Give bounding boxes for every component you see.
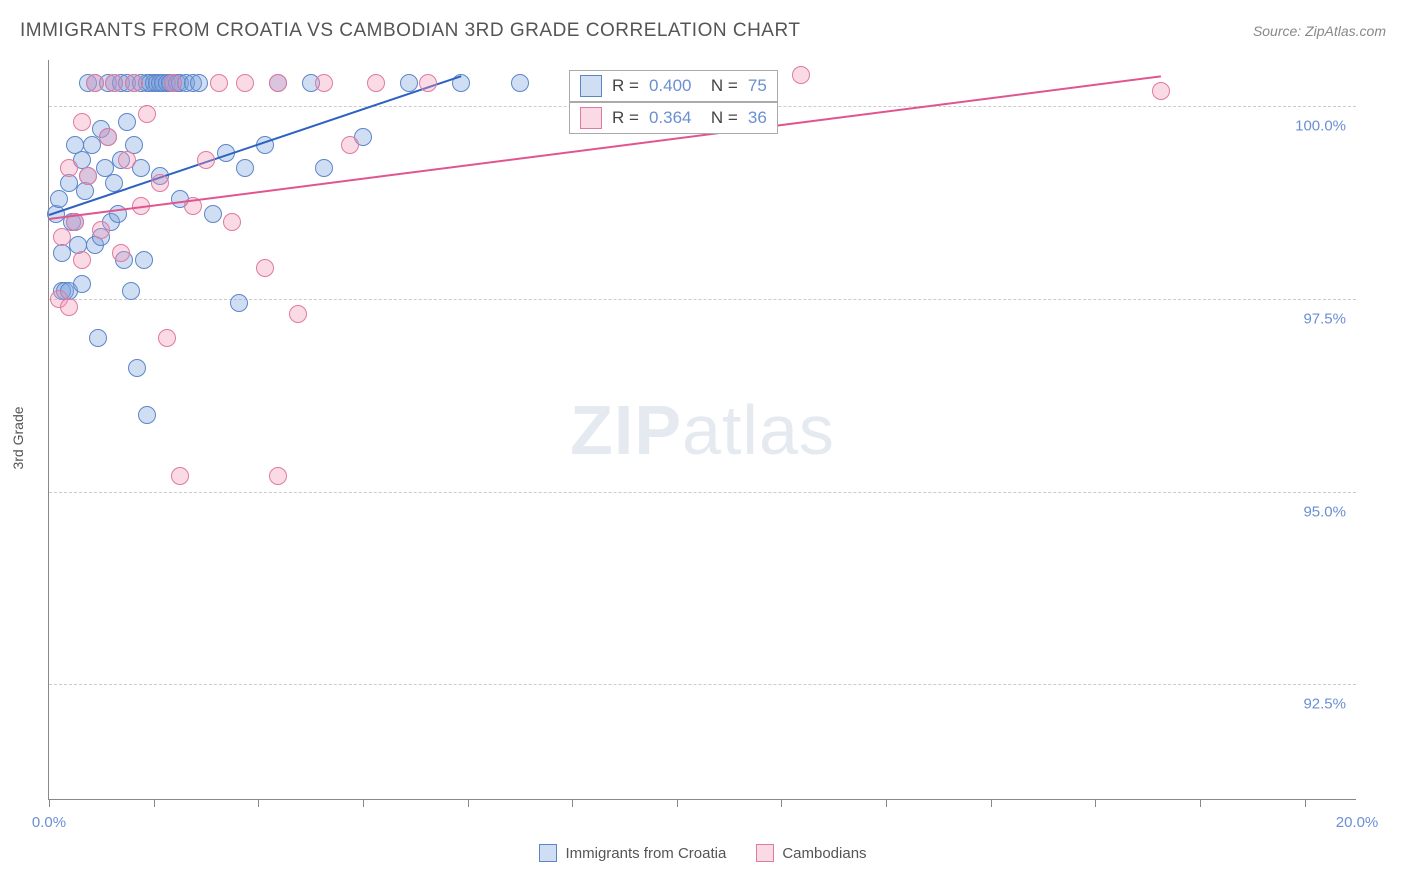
data-point	[315, 159, 333, 177]
data-point	[367, 74, 385, 92]
data-point	[223, 213, 241, 231]
data-point	[289, 305, 307, 323]
x-tick	[677, 799, 678, 807]
stat-r-value: 0.400	[649, 76, 692, 96]
stat-n-label: N =	[701, 108, 737, 128]
stat-n-value: 75	[748, 76, 767, 96]
x-tick	[991, 799, 992, 807]
data-point	[73, 251, 91, 269]
data-point	[511, 74, 529, 92]
data-point	[419, 74, 437, 92]
x-tick	[1200, 799, 1201, 807]
data-point	[204, 205, 222, 223]
data-point	[236, 74, 254, 92]
legend-swatch	[756, 844, 774, 862]
data-point	[53, 228, 71, 246]
data-point	[60, 174, 78, 192]
data-point	[315, 74, 333, 92]
data-point	[236, 159, 254, 177]
data-point	[171, 467, 189, 485]
watermark: ZIPatlas	[570, 390, 835, 470]
y-tick-label: 100.0%	[1295, 118, 1346, 135]
legend-swatch	[580, 75, 602, 97]
data-point	[60, 298, 78, 316]
data-point	[73, 113, 91, 131]
data-point	[1152, 82, 1170, 100]
data-point	[89, 329, 107, 347]
x-tick	[363, 799, 364, 807]
data-point	[151, 174, 169, 192]
scatter-plot: ZIPatlas 92.5%95.0%97.5%100.0%0.0%20.0%R…	[48, 60, 1356, 800]
legend-item: Immigrants from Croatia	[539, 844, 726, 862]
x-tick	[781, 799, 782, 807]
y-axis-label: 3rd Grade	[10, 406, 26, 469]
data-point	[122, 282, 140, 300]
stats-box: R = 0.400 N = 75	[569, 70, 778, 102]
data-point	[197, 151, 215, 169]
legend-label: Cambodians	[782, 845, 866, 862]
data-point	[128, 359, 146, 377]
y-tick-label: 95.0%	[1303, 503, 1346, 520]
legend: Immigrants from Croatia Cambodians	[48, 844, 1358, 862]
data-point	[164, 74, 182, 92]
x-tick	[258, 799, 259, 807]
data-point	[256, 259, 274, 277]
data-point	[125, 74, 143, 92]
x-tick-label: 20.0%	[1336, 814, 1379, 831]
data-point	[158, 329, 176, 347]
data-point	[230, 294, 248, 312]
data-point	[105, 74, 123, 92]
y-tick-label: 92.5%	[1303, 696, 1346, 713]
x-tick	[1305, 799, 1306, 807]
trend-line	[49, 75, 462, 216]
data-point	[138, 406, 156, 424]
legend-item: Cambodians	[756, 844, 866, 862]
gridline	[49, 684, 1356, 685]
data-point	[210, 74, 228, 92]
data-point	[135, 251, 153, 269]
y-tick-label: 97.5%	[1303, 310, 1346, 327]
title-bar: IMMIGRANTS FROM CROATIA VS CAMBODIAN 3RD…	[20, 20, 1386, 42]
stats-box: R = 0.364 N = 36	[569, 102, 778, 134]
x-tick	[154, 799, 155, 807]
data-point	[76, 182, 94, 200]
data-point	[118, 113, 136, 131]
data-point	[92, 221, 110, 239]
data-point	[79, 167, 97, 185]
data-point	[53, 244, 71, 262]
data-point	[99, 128, 117, 146]
gridline	[49, 492, 1356, 493]
data-point	[118, 151, 136, 169]
data-point	[190, 74, 208, 92]
x-tick	[886, 799, 887, 807]
legend-label: Immigrants from Croatia	[565, 845, 726, 862]
x-tick	[572, 799, 573, 807]
source-label: Source: ZipAtlas.com	[1253, 23, 1386, 39]
legend-swatch	[539, 844, 557, 862]
stat-r-label: R =	[612, 76, 639, 96]
data-point	[83, 136, 101, 154]
stat-r-value: 0.364	[649, 108, 692, 128]
chart-title: IMMIGRANTS FROM CROATIA VS CAMBODIAN 3RD…	[20, 20, 800, 42]
data-point	[269, 467, 287, 485]
x-tick	[468, 799, 469, 807]
data-point	[112, 244, 130, 262]
x-tick	[49, 799, 50, 807]
data-point	[341, 136, 359, 154]
data-point	[138, 105, 156, 123]
stat-n-label: N =	[701, 76, 737, 96]
data-point	[86, 74, 104, 92]
stat-n-value: 36	[748, 108, 767, 128]
data-point	[73, 275, 91, 293]
stat-r-label: R =	[612, 108, 639, 128]
legend-swatch	[580, 107, 602, 129]
data-point	[60, 159, 78, 177]
data-point	[792, 66, 810, 84]
x-tick-label: 0.0%	[32, 814, 66, 831]
data-point	[269, 74, 287, 92]
data-point	[50, 190, 68, 208]
x-tick	[1095, 799, 1096, 807]
